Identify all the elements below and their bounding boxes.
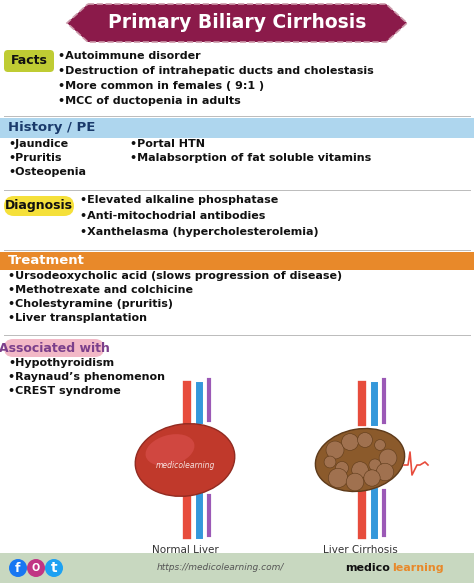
Text: •Ursodeoxycholic acid (slows progression of disease): •Ursodeoxycholic acid (slows progression… bbox=[8, 271, 342, 281]
Polygon shape bbox=[67, 4, 407, 42]
Ellipse shape bbox=[315, 428, 405, 491]
Text: •Elevated alkaline phosphatase: •Elevated alkaline phosphatase bbox=[80, 195, 278, 205]
Text: •Cholestyramine (pruritis): •Cholestyramine (pruritis) bbox=[8, 299, 173, 309]
Circle shape bbox=[365, 471, 379, 485]
Text: •Autoimmune disorder: •Autoimmune disorder bbox=[58, 51, 201, 61]
Text: Facts: Facts bbox=[10, 54, 47, 67]
Bar bbox=[0, 46, 474, 116]
Bar bbox=[0, 553, 474, 583]
Text: Diagnosis: Diagnosis bbox=[5, 199, 73, 212]
Circle shape bbox=[352, 462, 368, 479]
Text: •Liver transplantation: •Liver transplantation bbox=[8, 313, 147, 323]
Circle shape bbox=[333, 473, 343, 483]
Circle shape bbox=[335, 460, 349, 476]
Bar bbox=[0, 118, 474, 138]
Text: •Portal HTN: •Portal HTN bbox=[130, 139, 205, 149]
Circle shape bbox=[328, 443, 342, 457]
Circle shape bbox=[342, 433, 358, 450]
Circle shape bbox=[45, 559, 63, 577]
Circle shape bbox=[9, 559, 27, 577]
Text: Associated with: Associated with bbox=[0, 342, 109, 355]
Text: •Methotrexate and colchicine: •Methotrexate and colchicine bbox=[8, 285, 193, 295]
Text: •Destruction of intrahepatic ducts and cholestasis: •Destruction of intrahepatic ducts and c… bbox=[58, 66, 374, 76]
Text: •Pruritis: •Pruritis bbox=[8, 153, 62, 163]
Text: f: f bbox=[15, 562, 21, 574]
Text: Normal Liver: Normal Liver bbox=[152, 545, 219, 555]
Text: https://medicolearning.com/: https://medicolearning.com/ bbox=[156, 563, 283, 573]
Text: Treatment: Treatment bbox=[8, 254, 85, 267]
Ellipse shape bbox=[146, 434, 194, 466]
Text: •CREST syndrome: •CREST syndrome bbox=[8, 386, 121, 396]
Circle shape bbox=[377, 464, 393, 480]
Circle shape bbox=[357, 432, 373, 448]
Text: O: O bbox=[32, 563, 40, 573]
Circle shape bbox=[382, 452, 394, 464]
Text: History / PE: History / PE bbox=[8, 122, 95, 135]
Text: t: t bbox=[51, 561, 57, 575]
Text: medicolearning: medicolearning bbox=[155, 460, 215, 470]
FancyBboxPatch shape bbox=[4, 50, 54, 72]
FancyBboxPatch shape bbox=[4, 339, 104, 357]
Text: •Raynaud’s phenomenon: •Raynaud’s phenomenon bbox=[8, 372, 165, 382]
Text: •Malabsorption of fat soluble vitamins: •Malabsorption of fat soluble vitamins bbox=[130, 153, 371, 163]
Text: •More common in females ( 9:1 ): •More common in females ( 9:1 ) bbox=[58, 81, 264, 91]
Text: learning: learning bbox=[392, 563, 444, 573]
Ellipse shape bbox=[135, 424, 235, 496]
Circle shape bbox=[27, 559, 45, 577]
Text: •Xanthelasma (hypercholesterolemia): •Xanthelasma (hypercholesterolemia) bbox=[80, 227, 319, 237]
Text: •Jaundice: •Jaundice bbox=[8, 139, 68, 149]
Text: •Hypothyroidism: •Hypothyroidism bbox=[8, 358, 114, 368]
Text: medico: medico bbox=[345, 563, 390, 573]
Bar bbox=[0, 252, 474, 270]
Circle shape bbox=[369, 459, 381, 471]
Text: •Anti-mitochodrial antibodies: •Anti-mitochodrial antibodies bbox=[80, 211, 265, 221]
Circle shape bbox=[324, 456, 337, 469]
Circle shape bbox=[347, 474, 363, 490]
Text: Primary Biliary Cirrhosis: Primary Biliary Cirrhosis bbox=[108, 13, 366, 33]
FancyBboxPatch shape bbox=[4, 196, 74, 216]
Text: •Osteopenia: •Osteopenia bbox=[8, 167, 86, 177]
Circle shape bbox=[371, 435, 390, 455]
Text: •MCC of ductopenia in adults: •MCC of ductopenia in adults bbox=[58, 96, 241, 106]
Text: Liver Cirrhosis: Liver Cirrhosis bbox=[323, 545, 397, 555]
